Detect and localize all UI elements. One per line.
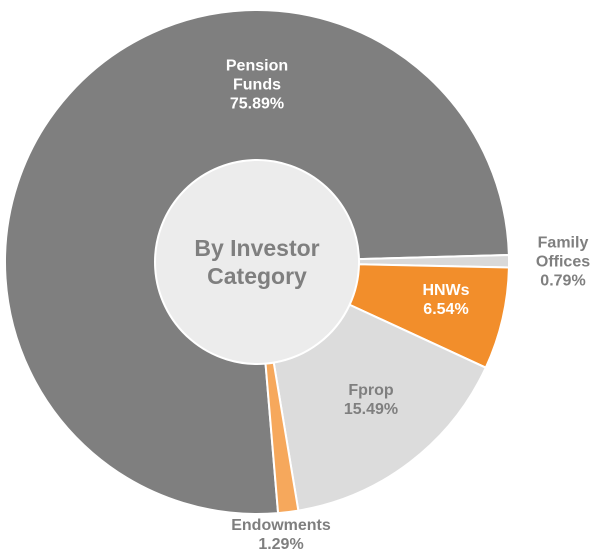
slice — [272, 303, 488, 512]
slice-name: HNWs — [422, 282, 470, 299]
slice-label: Pension Funds 75.89% — [226, 57, 288, 114]
center-text: By Investor Category — [194, 235, 320, 289]
slice-name: Endowments — [231, 517, 331, 534]
slice-label: Family Offices 0.79% — [536, 234, 590, 291]
slice-label: HNWs 6.54% — [422, 281, 469, 319]
slice-value: 15.49% — [343, 401, 399, 418]
slice-name: Family Offices — [535, 234, 591, 271]
slice-name: Fprop — [348, 382, 394, 399]
center-circle — [156, 161, 358, 363]
slice-value: 1.29% — [258, 536, 304, 553]
slice-value: 0.79% — [540, 272, 586, 290]
slice — [264, 361, 300, 515]
slice-value: 75.89% — [229, 95, 285, 113]
slice-label: Fprop 15.49% — [344, 381, 398, 419]
slice — [4, 9, 510, 515]
slice-name: Pension Funds — [225, 57, 289, 94]
slice-value: 6.54% — [423, 301, 469, 318]
slice-label: Endowments 1.29% — [231, 516, 331, 554]
